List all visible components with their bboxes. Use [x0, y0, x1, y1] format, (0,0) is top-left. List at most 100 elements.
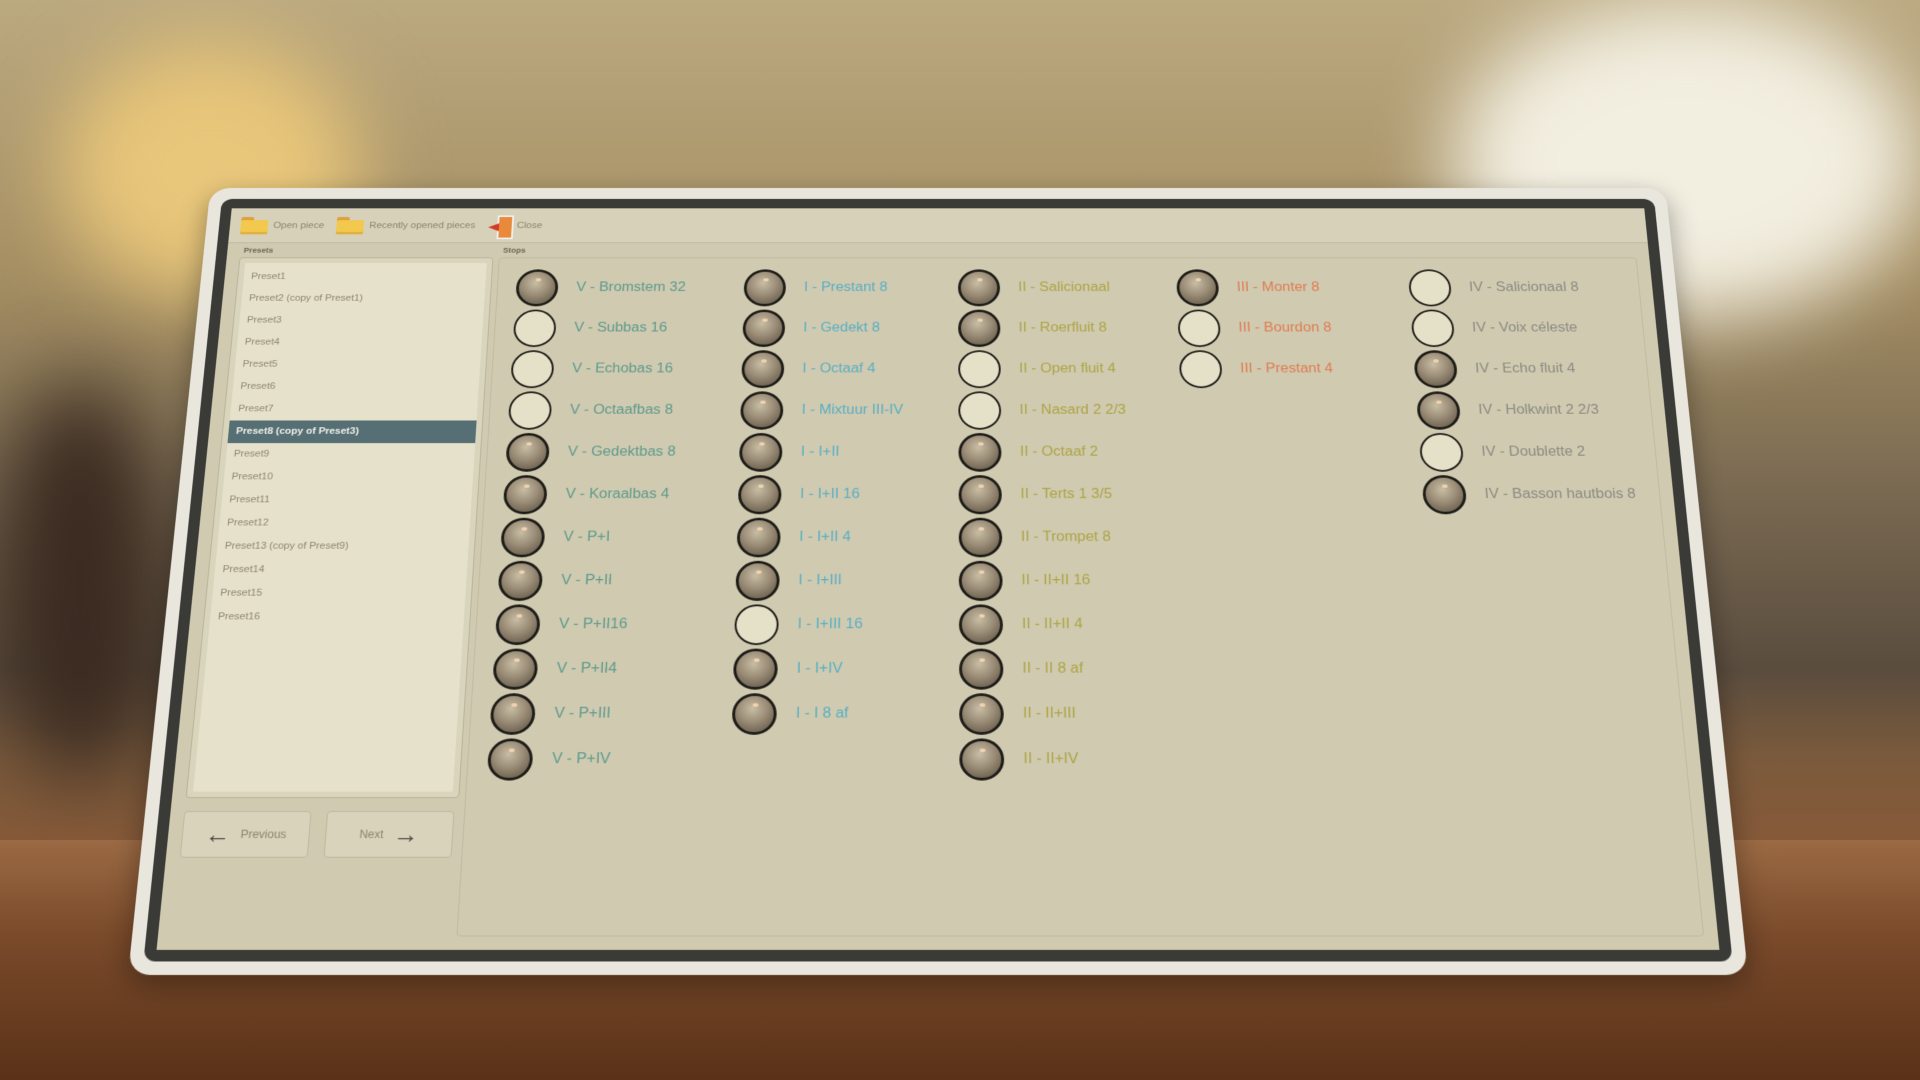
preset-item[interactable]: Preset13 (copy of Preset9)	[224, 540, 349, 552]
stop-button[interactable]: V - P+II	[497, 560, 613, 601]
stop-button[interactable]: IV - Echo fluit 4	[1413, 350, 1577, 389]
stop-button[interactable]: V - Octaafbas 8	[507, 391, 674, 430]
close-button[interactable]: Close	[487, 215, 543, 236]
stop-label: V - Koraalbas 4	[565, 487, 670, 502]
stop-button[interactable]: V - Bromstem 32	[515, 269, 686, 307]
stop-label: I - Gedekt 8	[803, 320, 880, 335]
stop-knob-icon	[494, 604, 541, 646]
preset-item[interactable]: Preset1	[250, 271, 287, 282]
stop-button[interactable]: V - Gedektbas 8	[505, 433, 676, 472]
stop-knob-icon	[1177, 309, 1221, 347]
stop-label: V - Gedektbas 8	[567, 444, 676, 460]
stop-button[interactable]: II - Open fluit 4	[958, 350, 1116, 389]
stop-button[interactable]: I - I+IV	[732, 648, 843, 690]
stop-button[interactable]: V - P+I	[500, 517, 611, 558]
stop-button[interactable]: II - II+III	[959, 693, 1076, 735]
preset-item[interactable]: Preset7	[237, 403, 274, 414]
preset-item[interactable]: Preset15	[219, 587, 263, 599]
stop-knob-icon	[512, 309, 557, 347]
stop-button[interactable]: III - Prestant 4	[1178, 350, 1334, 389]
stop-button[interactable]: IV - Basson hautbois 8	[1421, 475, 1638, 515]
recent-pieces-label: Recently opened pieces	[368, 220, 476, 231]
stop-knob-icon	[743, 269, 787, 307]
stop-button[interactable]: III - Bourdon 8	[1177, 309, 1332, 347]
stop-label: IV - Echo fluit 4	[1474, 361, 1576, 376]
stop-button[interactable]: I - I+III	[735, 560, 842, 601]
previous-button[interactable]: ← Previous	[179, 811, 312, 858]
stop-button[interactable]: V - P+II16	[494, 604, 628, 646]
presets-heading: Presets	[243, 246, 274, 255]
stop-label: II - Salicionaal	[1018, 280, 1110, 295]
stop-label: II - Terts 1 3/5	[1020, 487, 1113, 502]
stop-label: V - P+II	[560, 572, 613, 588]
preset-item[interactable]: Preset3	[246, 315, 283, 325]
stop-knob-icon	[502, 475, 548, 515]
preset-item[interactable]: Preset6	[239, 381, 276, 392]
stop-label: I - I+II 16	[800, 487, 860, 502]
stop-button[interactable]: II - II+II 16	[958, 560, 1091, 601]
stop-button[interactable]: I - Gedekt 8	[742, 309, 880, 347]
stop-label: V - P+II16	[558, 616, 628, 632]
stop-button[interactable]: II - Roerfluit 8	[958, 309, 1107, 347]
preset-item[interactable]: Preset4	[244, 337, 281, 347]
stop-knob-icon	[731, 693, 778, 735]
stop-knob-icon	[507, 391, 553, 430]
stop-label: II - Octaaf 2	[1019, 444, 1099, 460]
stop-button[interactable]: IV - Doublette 2	[1418, 433, 1587, 472]
stop-button[interactable]: I - Mixtuur III-IV	[740, 391, 904, 430]
stop-button[interactable]: V - Subbas 16	[512, 309, 668, 347]
stop-knob-icon	[486, 738, 534, 781]
preset-item[interactable]: Preset14	[222, 564, 265, 575]
stop-button[interactable]: I - Prestant 8	[743, 269, 888, 307]
stop-knob-icon	[489, 693, 537, 735]
stop-knob-icon	[1418, 433, 1465, 472]
stop-button[interactable]: I - I+II 4	[736, 517, 852, 558]
stop-knob-icon	[734, 604, 780, 646]
stop-button[interactable]: II - Octaaf 2	[958, 433, 1098, 472]
stop-button[interactable]: II - Trompet 8	[958, 517, 1112, 558]
stop-button[interactable]: I - I+III 16	[734, 604, 863, 646]
stop-button[interactable]: II - II+IV	[959, 738, 1079, 781]
preset-item[interactable]: Preset16	[217, 611, 261, 623]
preset-item[interactable]: Preset11	[228, 494, 271, 505]
stop-label: V - Octaafbas 8	[569, 403, 674, 418]
stop-button[interactable]: II - II 8 af	[959, 648, 1083, 690]
open-piece-button[interactable]: Open piece	[240, 217, 325, 234]
next-button[interactable]: Next →	[323, 811, 455, 858]
stop-button[interactable]: V - P+II4	[492, 648, 618, 690]
stop-button[interactable]: I - I+II 16	[737, 475, 860, 515]
toolbar: Open piece Recently opened pieces Close	[228, 208, 1648, 244]
preset-item[interactable]: Preset8 (copy of Preset3)	[227, 420, 477, 444]
stop-knob-icon	[958, 560, 1003, 601]
stop-label: I - Mixtuur III-IV	[801, 403, 904, 418]
stop-button[interactable]: II - Nasard 2 2/3	[958, 391, 1126, 430]
preset-item[interactable]: Preset2 (copy of Preset1)	[248, 293, 364, 304]
stop-button[interactable]: V - P+III	[489, 693, 611, 735]
stop-button[interactable]: IV - Salicionaal 8	[1407, 269, 1580, 307]
stop-button[interactable]: II - Salicionaal	[957, 269, 1110, 307]
stop-knob-icon	[741, 350, 785, 389]
preset-item[interactable]: Preset10	[231, 471, 274, 482]
stop-label: I - I+IV	[796, 661, 843, 677]
stop-button[interactable]: IV - Voix céleste	[1410, 309, 1580, 347]
stop-label: I - I+III 16	[797, 616, 863, 632]
stop-label: III - Monter 8	[1236, 280, 1320, 295]
stop-button[interactable]: V - Echobas 16	[510, 350, 674, 389]
preset-item[interactable]: Preset9	[233, 448, 270, 460]
stop-button[interactable]: I - Octaaf 4	[741, 350, 876, 389]
stop-button[interactable]: IV - Holkwint 2 2/3	[1415, 391, 1601, 430]
stop-label: IV - Salicionaal 8	[1468, 280, 1580, 295]
preset-item[interactable]: Preset12	[226, 517, 270, 529]
stop-button[interactable]: V - P+IV	[486, 738, 612, 781]
preset-item[interactable]: Preset5	[242, 359, 279, 370]
stop-button[interactable]: III - Monter 8	[1176, 269, 1320, 307]
stop-button[interactable]: I - I+II	[738, 433, 840, 472]
stop-button[interactable]: II - Terts 1 3/5	[958, 475, 1113, 515]
presets-list[interactable]: Preset1 Preset2 (copy of Preset1) Preset3 P…	[193, 263, 487, 792]
stop-label: II - II+II 16	[1021, 572, 1091, 588]
recent-pieces-button[interactable]: Recently opened pieces	[336, 217, 476, 234]
stop-button[interactable]: V - Koraalbas 4	[502, 475, 670, 515]
stop-label: II - Roerfluit 8	[1018, 320, 1107, 335]
stop-button[interactable]: II - II+II 4	[958, 604, 1083, 646]
stop-button[interactable]: I - I 8 af	[731, 693, 849, 735]
